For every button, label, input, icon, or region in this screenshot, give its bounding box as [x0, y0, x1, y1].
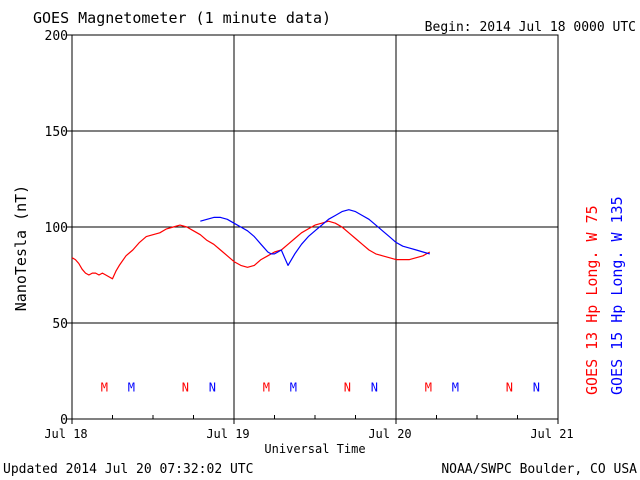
y-axis-ticks: 0 50 100 150 200: [45, 29, 72, 428]
x-tick-label: Jul 18: [44, 427, 87, 441]
y-tick-label: 50: [52, 317, 68, 332]
series-group: [71, 209, 431, 280]
legend-goes13: GOES 13 Hp Long. W 75: [583, 205, 601, 395]
midnight-marker: M: [290, 380, 297, 394]
midnight-marker: M: [263, 380, 270, 394]
x-axis-ticks: Jul 18 Jul 19 Jul 20 Jul 21: [44, 415, 574, 441]
noon-marker: N: [344, 380, 351, 394]
midnight-marker: M: [425, 380, 432, 394]
goes13-series-line: [71, 220, 431, 280]
y-tick-label: 150: [45, 125, 68, 140]
x-axis-label: Universal Time: [264, 442, 365, 456]
grid-lines: [72, 35, 558, 419]
noon-marker: N: [506, 380, 513, 394]
noon-marker: N: [533, 380, 540, 394]
y-tick-label: 0: [60, 413, 68, 428]
goes15-series-line: [200, 209, 430, 266]
source-label: NOAA/SWPC Boulder, CO USA: [441, 462, 637, 477]
begin-label: Begin: 2014 Jul 18 0000 UTC: [425, 20, 636, 35]
x-tick-label: Jul 21: [530, 427, 573, 441]
x-tick-label: Jul 20: [368, 427, 411, 441]
x-tick-label: Jul 19: [206, 427, 249, 441]
noon-marker: N: [371, 380, 378, 394]
y-axis-label: NanoTesla (nT): [12, 185, 30, 311]
y-tick-label: 100: [45, 221, 68, 236]
updated-label: Updated 2014 Jul 20 07:32:02 UTC: [3, 462, 253, 477]
midnight-marker: M: [452, 380, 459, 394]
midnight-marker: M: [128, 380, 135, 394]
noon-marker: N: [209, 380, 216, 394]
legend-goes15: GOES 15 Hp Long. W 135: [608, 196, 626, 395]
chart-title: GOES Magnetometer (1 minute data): [33, 9, 331, 27]
y-tick-label: 200: [45, 29, 68, 44]
midnight-marker: M: [101, 380, 108, 394]
noon-marker: N: [182, 380, 189, 394]
